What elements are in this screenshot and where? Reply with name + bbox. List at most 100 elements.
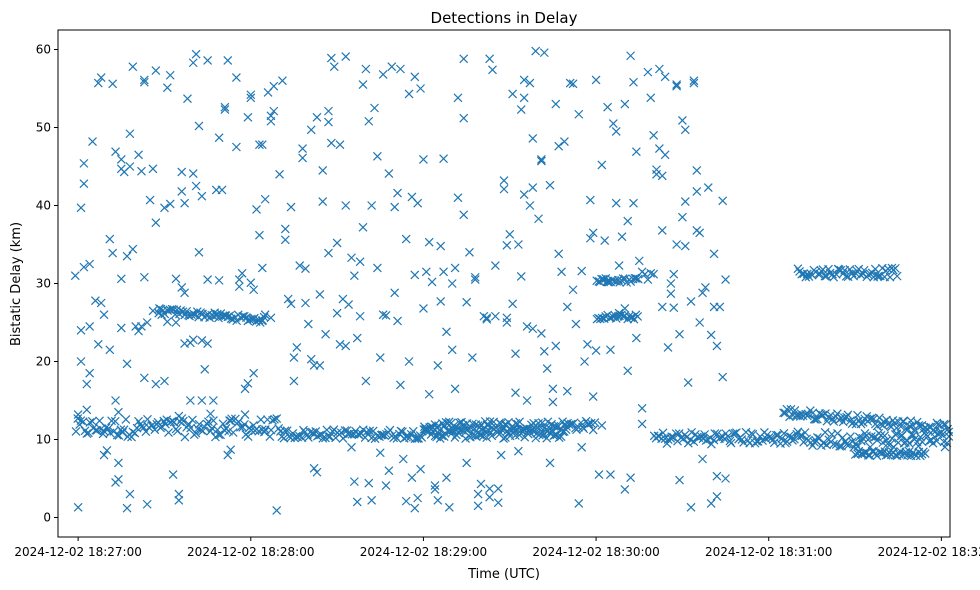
data-point-marker	[79, 158, 89, 168]
data-point-marker	[542, 364, 552, 373]
data-point-marker	[116, 323, 126, 333]
data-point-marker	[482, 314, 492, 324]
data-point-marker	[162, 317, 172, 327]
data-point-marker	[671, 429, 681, 439]
data-point-marker	[842, 439, 851, 449]
data-point-marker	[417, 433, 427, 442]
data-point-marker	[633, 274, 643, 284]
data-point-marker	[433, 360, 443, 370]
data-point-marker	[208, 416, 218, 425]
data-point-marker	[856, 270, 866, 280]
data-point-marker	[568, 419, 578, 429]
data-point-marker	[96, 298, 106, 308]
data-point-marker	[815, 269, 825, 279]
data-point-marker	[298, 144, 308, 153]
data-point-marker	[303, 319, 313, 329]
data-point-marker	[511, 349, 520, 359]
data-point-marker	[372, 151, 382, 161]
data-point-marker	[488, 65, 497, 75]
data-point-marker	[867, 414, 876, 423]
data-point-marker	[845, 264, 855, 274]
data-point-marker	[539, 48, 549, 58]
data-point-marker	[577, 442, 587, 452]
data-point-marker	[384, 169, 394, 178]
data-point-marker	[777, 433, 787, 443]
data-point-marker	[554, 249, 564, 259]
data-point-marker	[234, 417, 244, 427]
data-point-marker	[223, 450, 233, 460]
data-point-marker	[194, 121, 204, 131]
data-point-marker	[646, 268, 656, 278]
data-point-marker	[134, 150, 143, 160]
data-point-marker	[528, 183, 538, 192]
data-point-marker	[194, 419, 204, 429]
data-point-marker	[295, 431, 304, 441]
data-point-marker	[551, 341, 561, 351]
data-point-marker	[139, 77, 149, 87]
data-point-marker	[347, 253, 356, 263]
data-point-marker	[361, 376, 371, 386]
data-point-marker	[326, 138, 336, 148]
data-point-marker	[508, 89, 518, 99]
data-point-marker	[76, 357, 86, 366]
data-point-marker	[680, 197, 690, 207]
data-point-marker	[352, 333, 362, 343]
data-point-marker	[439, 267, 448, 277]
data-point-marker	[516, 425, 526, 435]
data-point-marker	[723, 431, 733, 441]
data-point-marker	[192, 307, 202, 317]
data-point-marker	[692, 432, 702, 442]
data-point-marker	[151, 379, 161, 389]
data-point-marker	[712, 492, 722, 501]
data-point-marker	[121, 415, 131, 424]
data-point-marker	[99, 310, 109, 320]
x-axis-title: Time (UTC)	[467, 567, 540, 582]
data-point-marker	[672, 240, 682, 249]
data-point-marker	[398, 454, 408, 464]
data-point-marker	[188, 335, 198, 345]
data-point-marker	[449, 421, 459, 431]
data-point-marker	[122, 359, 132, 369]
data-point-marker	[829, 439, 838, 449]
x-tick-label: 2024-12-02 18:27:00	[14, 545, 141, 559]
y-tick-label: 60	[36, 43, 51, 57]
data-point-marker	[165, 199, 175, 209]
data-point-marker	[361, 64, 371, 74]
data-point-marker	[896, 422, 906, 431]
data-point-marker	[324, 117, 333, 127]
data-point-marker	[430, 484, 440, 494]
data-point-marker	[143, 414, 152, 424]
data-point-marker	[107, 416, 116, 426]
data-point-marker	[698, 288, 707, 298]
data-point-marker	[254, 230, 264, 240]
data-point-marker	[246, 425, 256, 435]
data-point-marker	[620, 99, 630, 109]
data-point-marker	[183, 94, 192, 104]
data-point-marker	[597, 160, 607, 170]
data-point-marker	[220, 105, 230, 114]
data-point-marker	[168, 470, 178, 480]
x-tick-label: 2024-12-02 18:30:00	[532, 545, 659, 559]
data-point-marker	[164, 428, 173, 438]
y-tick-label: 20	[36, 355, 51, 369]
data-point-marker	[217, 185, 227, 195]
data-point-marker	[649, 269, 659, 279]
data-point-marker	[667, 432, 677, 442]
data-point-marker	[626, 473, 636, 483]
data-point-marker	[301, 298, 310, 308]
data-point-marker	[76, 416, 86, 426]
data-point-marker	[568, 285, 578, 295]
data-point-marker	[139, 373, 149, 383]
data-point-marker	[721, 474, 730, 483]
data-point-marker	[203, 55, 213, 65]
data-point-marker	[282, 426, 292, 436]
data-point-marker	[920, 449, 930, 458]
data-point-marker	[623, 216, 633, 226]
data-point-marker	[349, 477, 359, 487]
data-point-marker	[490, 311, 500, 321]
data-point-marker	[171, 274, 181, 284]
data-point-marker	[85, 368, 95, 378]
data-point-marker	[459, 113, 469, 123]
data-point-marker	[326, 53, 336, 63]
